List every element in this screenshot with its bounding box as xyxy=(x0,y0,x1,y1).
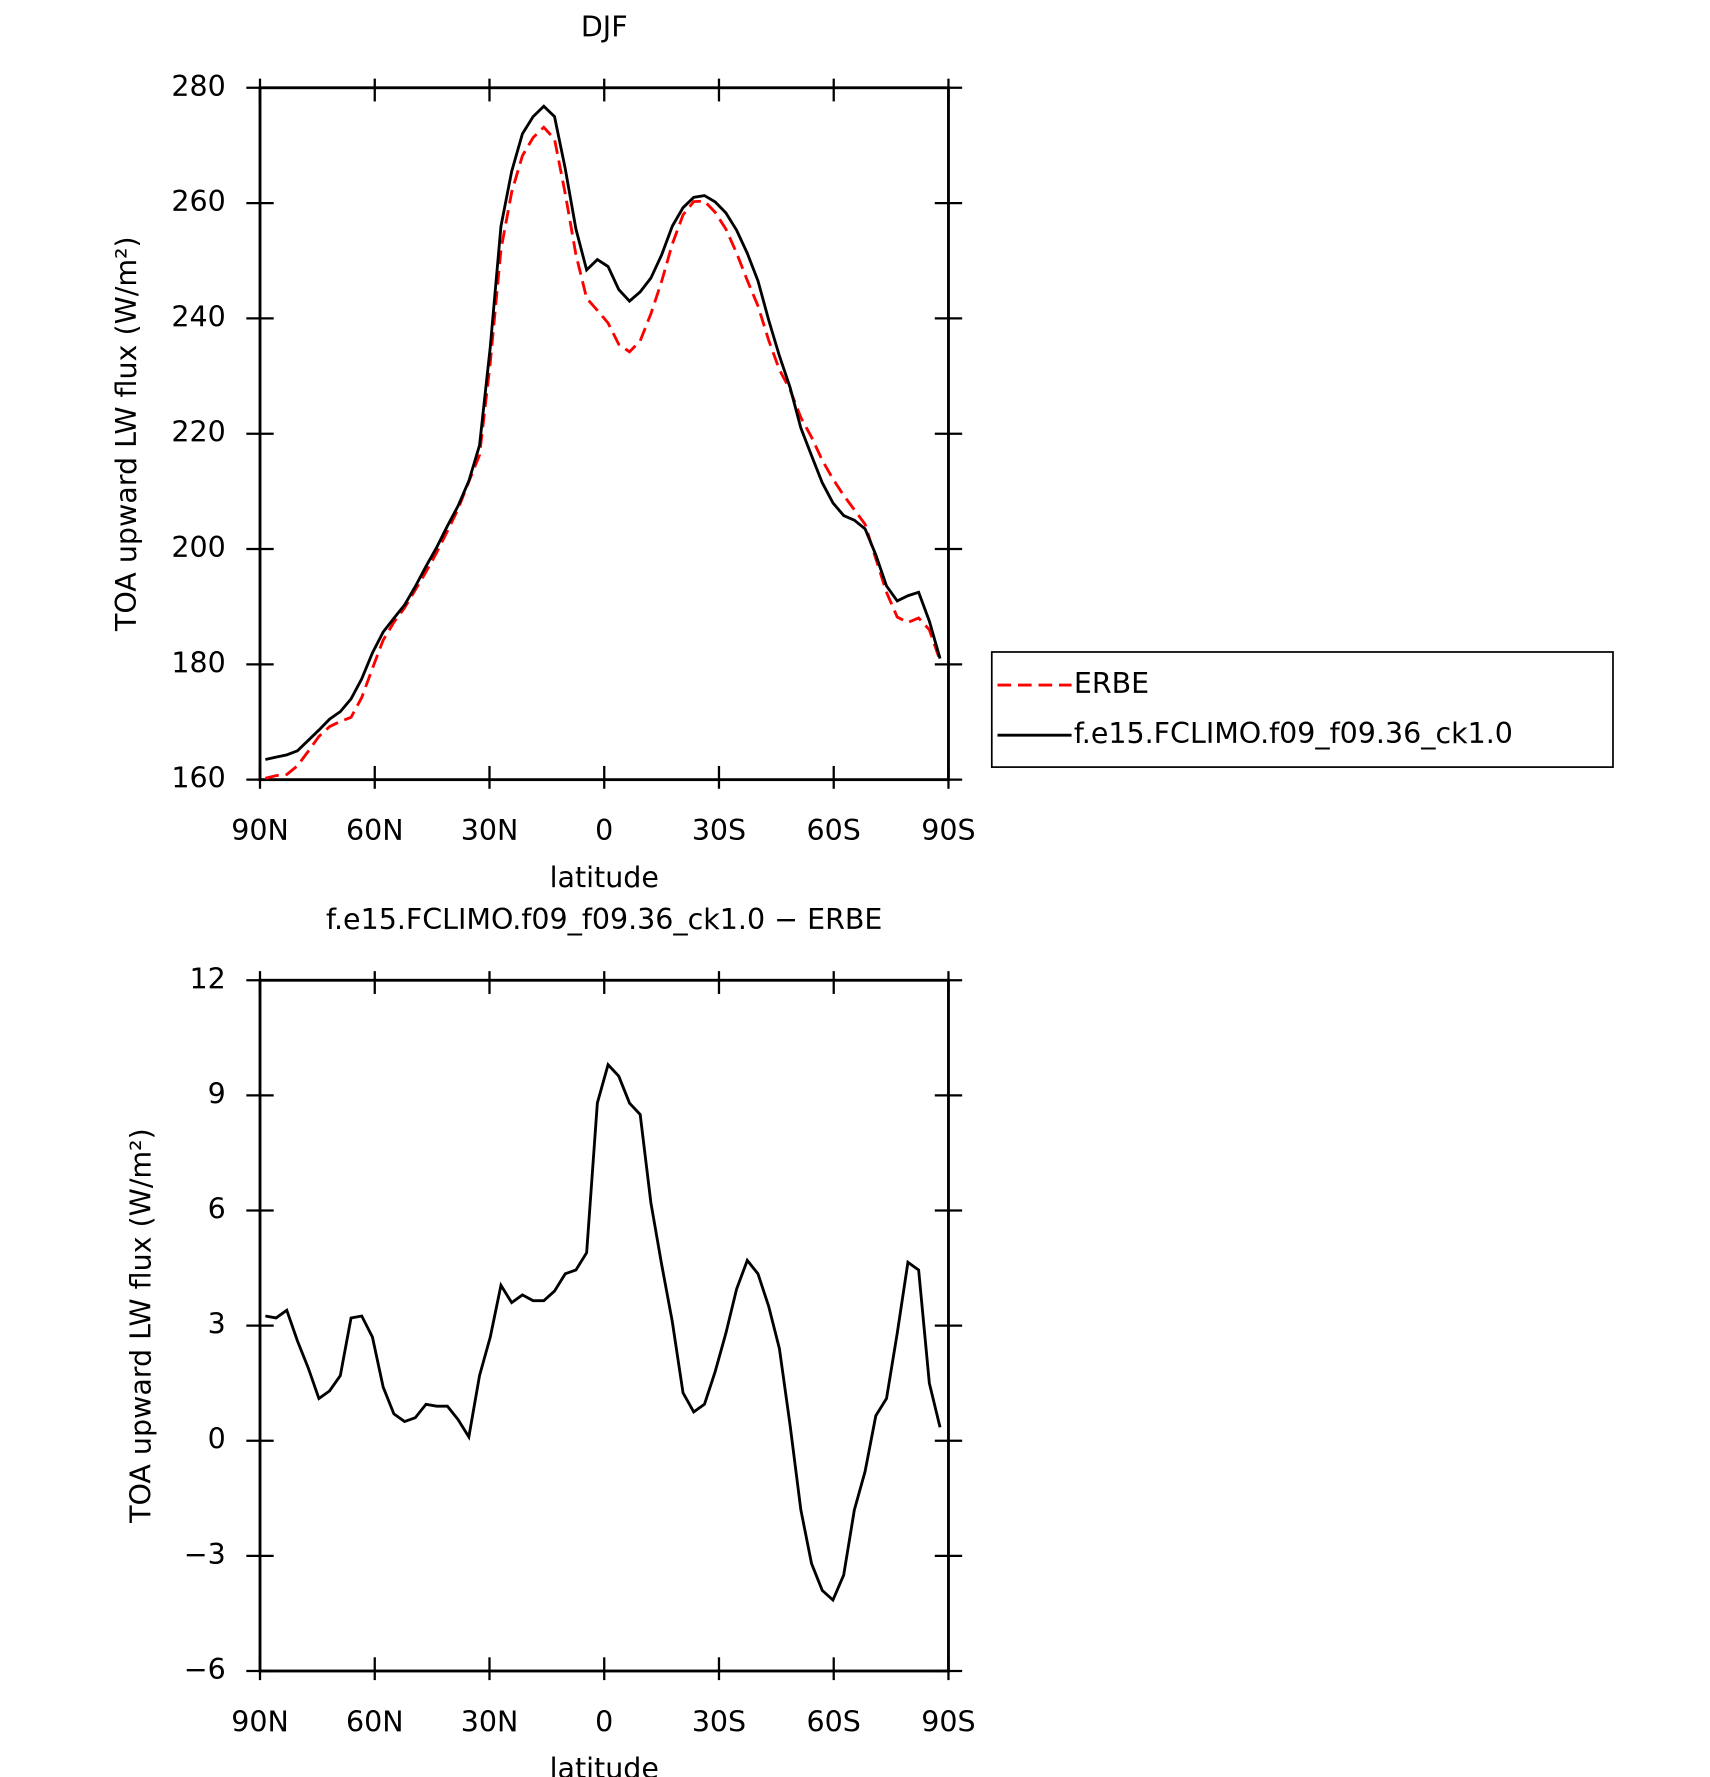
y-tick-label: 6 xyxy=(208,1193,226,1226)
x-tick-label: 60N xyxy=(346,814,404,847)
x-tick-label: 90N xyxy=(231,1705,289,1738)
chart-title: DJF xyxy=(581,10,628,43)
legend-label: ERBE xyxy=(1074,667,1149,700)
x-tick-label: 0 xyxy=(595,814,613,847)
x-tick-label: 90N xyxy=(231,814,289,847)
y-tick-label: 160 xyxy=(171,762,225,795)
x-tick-label: 90S xyxy=(921,1705,975,1738)
x-tick-label: 0 xyxy=(595,1705,613,1738)
chart-title: f.e15.FCLIMO.f09_f09.36_ck1.0 − ERBE xyxy=(326,903,882,936)
y-tick-label: 9 xyxy=(208,1077,226,1110)
x-axis-label: latitude xyxy=(550,1752,659,1777)
y-tick-label: 12 xyxy=(190,962,226,995)
x-tick-label: 60S xyxy=(807,814,861,847)
data-line xyxy=(265,125,942,780)
y-tick-label: 180 xyxy=(171,646,225,679)
x-tick-label: 30S xyxy=(692,1705,746,1738)
data-line xyxy=(265,1061,942,1603)
data-line xyxy=(265,104,942,761)
x-tick-label: 30N xyxy=(461,1705,519,1738)
y-tick-label: 280 xyxy=(171,70,225,103)
x-tick-label: 30N xyxy=(461,814,519,847)
x-tick-label: 90S xyxy=(921,814,975,847)
y-tick-label: −3 xyxy=(184,1538,226,1571)
plot-frame xyxy=(258,86,950,782)
y-tick-label: 260 xyxy=(171,185,225,218)
x-axis-label: latitude xyxy=(550,861,659,894)
legend-label: f.e15.FCLIMO.f09_f09.36_ck1.0 xyxy=(1074,717,1513,750)
x-tick-label: 60S xyxy=(807,1705,861,1738)
x-tick-label: 30S xyxy=(692,814,746,847)
y-tick-label: 200 xyxy=(171,531,225,564)
y-tick-label: 0 xyxy=(208,1423,226,1456)
y-tick-label: 240 xyxy=(171,300,225,333)
y-tick-label: 3 xyxy=(208,1308,226,1341)
plot-frame xyxy=(258,978,950,1673)
y-tick-label: 220 xyxy=(171,416,225,449)
legend-box xyxy=(990,651,1614,768)
y-axis-label: TOA upward LW flux (W/m²) xyxy=(125,1128,158,1524)
y-tick-label: −6 xyxy=(184,1653,226,1686)
y-axis-label: TOA upward LW flux (W/m²) xyxy=(110,236,143,632)
x-tick-label: 60N xyxy=(346,1705,404,1738)
